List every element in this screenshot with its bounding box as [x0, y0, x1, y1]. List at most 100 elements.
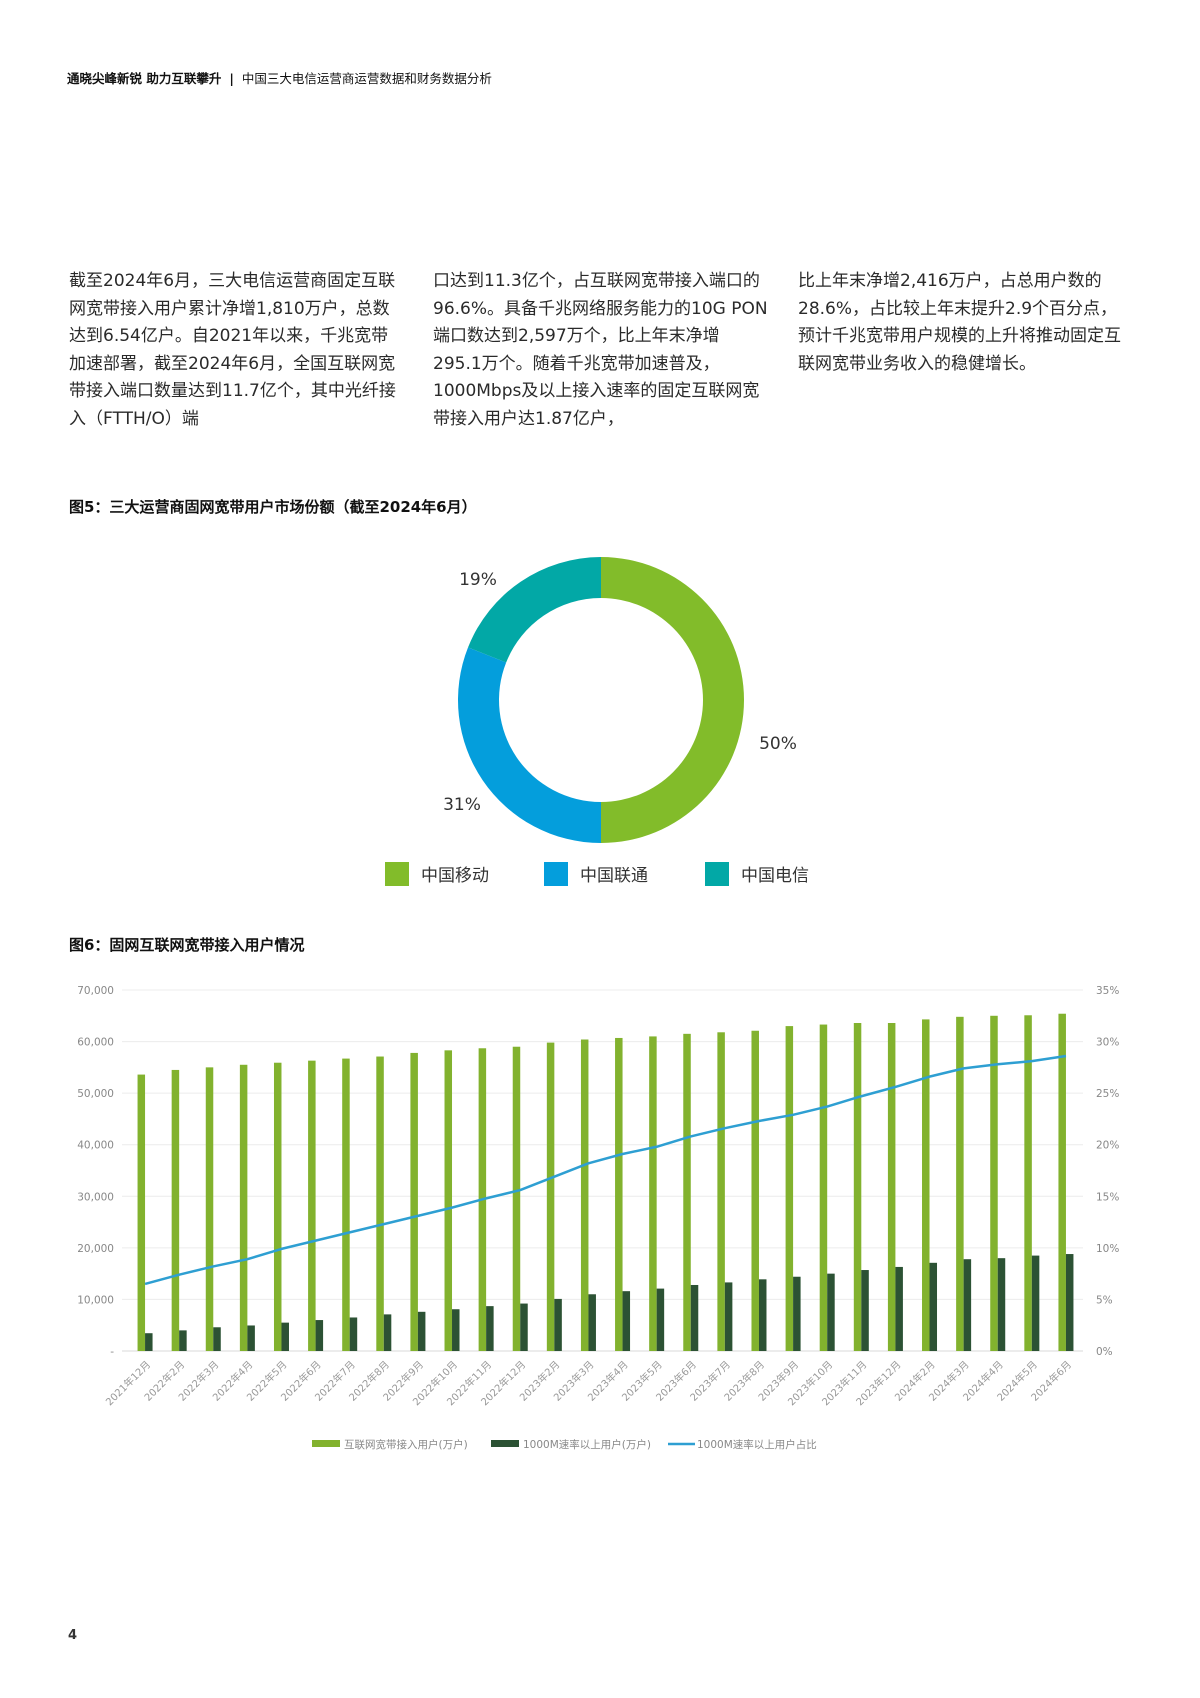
legend-label: 中国移动 — [421, 866, 489, 886]
donut-slice-label: 31% — [443, 795, 481, 815]
bar-gigabit-users — [349, 1317, 358, 1351]
bar-total-users — [1024, 1015, 1032, 1351]
figure6-title: 图6：固网互联网宽带接入用户情况 — [69, 936, 305, 954]
bar-gigabit-users — [417, 1311, 426, 1351]
legend-swatch — [312, 1440, 340, 1447]
bar-gigabit-users — [895, 1266, 903, 1351]
bar-gigabit-users — [861, 1270, 869, 1351]
bar-gigabit-users — [247, 1325, 255, 1351]
y-left-tick: - — [110, 1346, 114, 1358]
bar-gigabit-users — [1065, 1254, 1074, 1351]
legend-swatch — [705, 862, 729, 886]
bar-total-users — [956, 1016, 964, 1351]
x-tick-label: 2021年12月 — [103, 1358, 153, 1408]
bar-gigabit-users — [690, 1284, 699, 1351]
bar-total-users — [785, 1026, 794, 1351]
bar-total-users — [717, 1032, 725, 1351]
page-number: 4 — [68, 1628, 78, 1643]
combo-chart: - 0% 10,000 5% 20,000 10% 30,000 15% 40,000 20% 50… — [77, 985, 1119, 1408]
bar-total-users — [342, 1058, 350, 1351]
y-right-tick: 10% — [1096, 1243, 1119, 1255]
combo-legend: 互联网宽带接入用户(万户) 1000M速率以上用户(万户) 1000M速率以上用户占… — [312, 1438, 817, 1451]
bar-total-users — [887, 1023, 896, 1351]
bar-total-users — [205, 1067, 214, 1351]
bar-total-users — [512, 1046, 521, 1351]
body-column-2: 口达到11.3亿个，占互联网宽带接入端口的96.6%。具备千兆网络服务能力的10… — [433, 268, 768, 433]
bar-gigabit-users — [1031, 1255, 1040, 1351]
bar-total-users — [444, 1050, 453, 1351]
body-paragraph-3: 比上年末净增2,416万户，占总用户数的28.6%，占比较上年末提升2.9个百分… — [798, 271, 1121, 374]
bar-gigabit-users — [383, 1314, 392, 1351]
bar-total-users — [649, 1036, 657, 1351]
bar-total-users — [1058, 1013, 1066, 1351]
y-left-tick: 10,000 — [77, 1294, 114, 1306]
body-column-1: 截至2024年6月，三大电信运营商固定互联网宽带接入用户累计净增1,810万户，… — [69, 268, 404, 433]
bar-gigabit-users — [997, 1258, 1006, 1351]
bar-gigabit-users — [281, 1322, 289, 1351]
bar-total-users — [308, 1060, 316, 1351]
donut-slice-label: 19% — [459, 570, 497, 590]
bar-gigabit-users — [929, 1262, 938, 1351]
legend-label: 1000M速率以上用户(万户) — [523, 1438, 651, 1451]
bar-total-users — [922, 1019, 930, 1351]
donut-slice — [468, 557, 601, 663]
body-paragraph-1: 截至2024年6月，三大电信运营商固定互联网宽带接入用户累计净增1,810万户，… — [69, 271, 396, 429]
header-title-bold: 通晓尖峰新锐 助力互联攀升 — [67, 71, 222, 86]
legend-label: 互联网宽带接入用户(万户) — [344, 1438, 468, 1451]
legend-swatch — [491, 1440, 519, 1447]
y-left-tick: 20,000 — [77, 1243, 114, 1255]
donut-legend: 中国移动 中国联通 中国电信 — [385, 862, 809, 886]
donut-slice — [601, 557, 744, 843]
figure5-title: 图5：三大运营商固网宽带用户市场份额（截至2024年6月） — [69, 498, 477, 516]
donut-slice-label: 50% — [759, 734, 797, 754]
header-title-regular: 中国三大电信运营商运营数据和财务数据分析 — [241, 71, 492, 86]
y-right-tick: 35% — [1096, 985, 1119, 997]
y-left-tick: 50,000 — [77, 1088, 114, 1100]
bar-gigabit-users — [622, 1291, 631, 1351]
legend-label: 中国电信 — [741, 866, 809, 886]
legend-swatch — [385, 862, 409, 886]
line-gigabit-ratio — [144, 1054, 1067, 1286]
bar-total-users — [273, 1062, 282, 1351]
bar-gigabit-users — [520, 1303, 528, 1351]
bar-gigabit-users — [452, 1309, 460, 1351]
bar-gigabit-users — [315, 1320, 324, 1351]
donut-slice — [457, 647, 601, 843]
bar-gigabit-users — [145, 1333, 153, 1351]
legend-label: 中国联通 — [580, 866, 648, 886]
bar-total-users — [546, 1042, 555, 1351]
y-left-tick: 40,000 — [77, 1140, 114, 1152]
bar-gigabit-users — [724, 1282, 733, 1351]
y-right-tick: 25% — [1096, 1088, 1119, 1100]
legend-swatch — [544, 862, 568, 886]
page-header: 通晓尖峰新锐 助力互联攀升 | 中国三大电信运营商运营数据和财务数据分析 — [67, 68, 492, 87]
bar-total-users — [683, 1033, 691, 1351]
y-right-tick: 5% — [1096, 1294, 1113, 1306]
y-left-tick: 30,000 — [77, 1191, 114, 1203]
bar-gigabit-users — [963, 1259, 972, 1351]
bar-gigabit-users — [486, 1306, 494, 1351]
bar-total-users — [376, 1056, 384, 1351]
bar-total-users — [137, 1074, 146, 1351]
bar-total-users — [819, 1024, 828, 1351]
bar-total-users — [615, 1037, 623, 1351]
bar-gigabit-users — [656, 1288, 665, 1351]
y-left-tick: 70,000 — [77, 985, 114, 997]
donut-chart: 50% 31% 19% — [443, 557, 797, 843]
header-separator: | — [229, 71, 234, 86]
bar-gigabit-users — [588, 1294, 596, 1351]
bar-total-users — [580, 1039, 589, 1351]
y-left-tick: 60,000 — [77, 1037, 114, 1049]
bar-gigabit-users — [793, 1276, 801, 1351]
y-right-tick: 15% — [1096, 1191, 1119, 1203]
bar-total-users — [410, 1052, 418, 1351]
bar-gigabit-users — [758, 1279, 767, 1351]
bar-total-users — [171, 1069, 180, 1351]
legend-label: 1000M速率以上用户占比 — [697, 1438, 817, 1451]
bar-total-users — [853, 1023, 862, 1351]
body-paragraph-2: 口达到11.3亿个，占互联网宽带接入端口的96.6%。具备千兆网络服务能力的10… — [433, 271, 768, 429]
bar-gigabit-users — [179, 1330, 187, 1351]
y-right-tick: 0% — [1096, 1346, 1113, 1358]
bar-gigabit-users — [554, 1298, 562, 1351]
